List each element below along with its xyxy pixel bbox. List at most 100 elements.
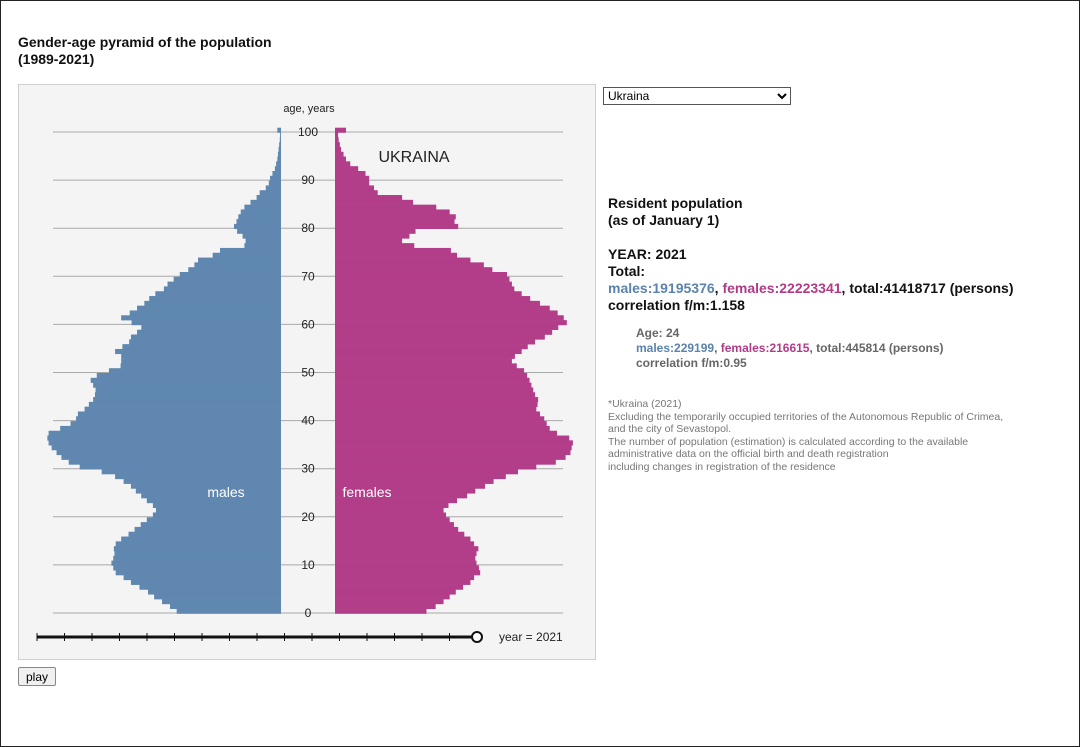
female-bar (335, 392, 536, 398)
female-bar (335, 546, 479, 552)
male-bar (123, 478, 282, 484)
year-slider[interactable] (36, 631, 483, 643)
male-bar (47, 435, 282, 441)
age-ticks: 0 10 20 30 40 50 60 70 80 90 100 (298, 125, 318, 620)
female-bar (335, 175, 370, 181)
female-bar (335, 526, 459, 533)
female-bar (335, 339, 536, 345)
female-bar (335, 209, 450, 215)
male-bar (115, 541, 281, 547)
age-info: Age: 24 males:229199, females:216615, to… (636, 326, 1073, 371)
female-bar (335, 430, 558, 436)
total-correlation: correlation f/m:1.158 (608, 297, 745, 313)
age-tick-label: 100 (298, 125, 318, 139)
female-bar (335, 377, 530, 383)
male-bar (60, 425, 282, 432)
note-line: and the city of Sevastopol. (608, 423, 732, 435)
female-bar (335, 166, 359, 172)
female-bar (335, 195, 403, 201)
male-bar (250, 199, 281, 205)
female-bar (335, 170, 366, 177)
female-bar (335, 228, 416, 234)
slider-handle[interactable] (471, 631, 483, 643)
female-bar (335, 541, 475, 547)
male-bar (277, 156, 281, 162)
age-sep: , (714, 341, 721, 355)
male-bar (155, 507, 281, 513)
female-bar (335, 555, 476, 561)
female-bar (335, 373, 528, 379)
note-line: The number of population (estimation) is… (608, 435, 969, 448)
male-bar (277, 127, 281, 133)
male-bar (51, 445, 281, 451)
male-bar (265, 185, 281, 191)
note-line: *Ukraina (2021) (608, 398, 682, 410)
male-bar (152, 502, 281, 508)
male-bar (61, 454, 282, 460)
female-bar (335, 204, 437, 210)
female-bar (335, 223, 459, 229)
male-bar (130, 579, 281, 585)
note-line: administrative data on the official birt… (608, 448, 889, 460)
age-females: females:216615 (720, 341, 810, 355)
female-bar (335, 146, 342, 153)
female-bar (335, 488, 476, 494)
female-bar (335, 324, 559, 331)
female-bar (335, 151, 344, 157)
page-title: Gender-age pyramid of the population (19… (18, 34, 272, 68)
female-bar (335, 276, 510, 282)
male-bar (84, 406, 281, 412)
females-label: females (342, 484, 391, 500)
info-heading-1: Resident population (608, 195, 743, 211)
female-bar (335, 156, 346, 162)
age-tick-label: 30 (301, 462, 315, 476)
female-bar (335, 262, 484, 268)
female-bar (335, 310, 558, 316)
male-bar (120, 363, 281, 369)
region-select[interactable]: Ukraina (603, 87, 791, 105)
title-line-1: Gender-age pyramid of the population (18, 34, 272, 50)
female-bar (335, 219, 455, 225)
male-bar (122, 344, 282, 350)
female-bar (335, 358, 512, 364)
age-correlation: correlation f/m:0.95 (636, 356, 747, 370)
female-bar (335, 454, 566, 460)
male-bar (212, 252, 281, 258)
female-bar (335, 579, 471, 585)
female-bar (335, 421, 547, 427)
female-bar (335, 315, 564, 321)
female-bar (335, 550, 477, 557)
female-bars (335, 127, 573, 614)
female-bar (335, 397, 539, 403)
female-bar (335, 594, 450, 600)
y-axis-label: age, years (283, 103, 335, 115)
male-bar (274, 166, 281, 172)
age-tick-label: 20 (301, 510, 315, 524)
male-bar (242, 233, 281, 239)
male-bar (279, 142, 281, 148)
male-bar (123, 575, 282, 581)
male-bar (169, 603, 281, 609)
male-bar (76, 416, 281, 422)
female-bar (335, 440, 573, 446)
male-bar (245, 238, 281, 244)
female-bar (335, 161, 351, 167)
male-bar (88, 401, 281, 407)
male-bar (137, 329, 281, 335)
female-bar (335, 281, 512, 287)
age-tick-label: 50 (301, 366, 315, 380)
age-total: , total:445814 (persons) (809, 341, 944, 355)
male-bar (130, 483, 281, 489)
female-bar (335, 185, 375, 191)
age-tick-label: 40 (301, 414, 315, 428)
male-bar (146, 498, 281, 504)
age-males: males:229199 (636, 341, 715, 355)
female-bar (335, 603, 436, 609)
female-bar (335, 348, 522, 355)
female-bar (335, 344, 528, 350)
female-bar (335, 190, 378, 196)
male-bar (77, 411, 281, 417)
male-bar (194, 262, 281, 268)
play-button[interactable]: play (18, 667, 57, 686)
female-bar (335, 300, 540, 306)
